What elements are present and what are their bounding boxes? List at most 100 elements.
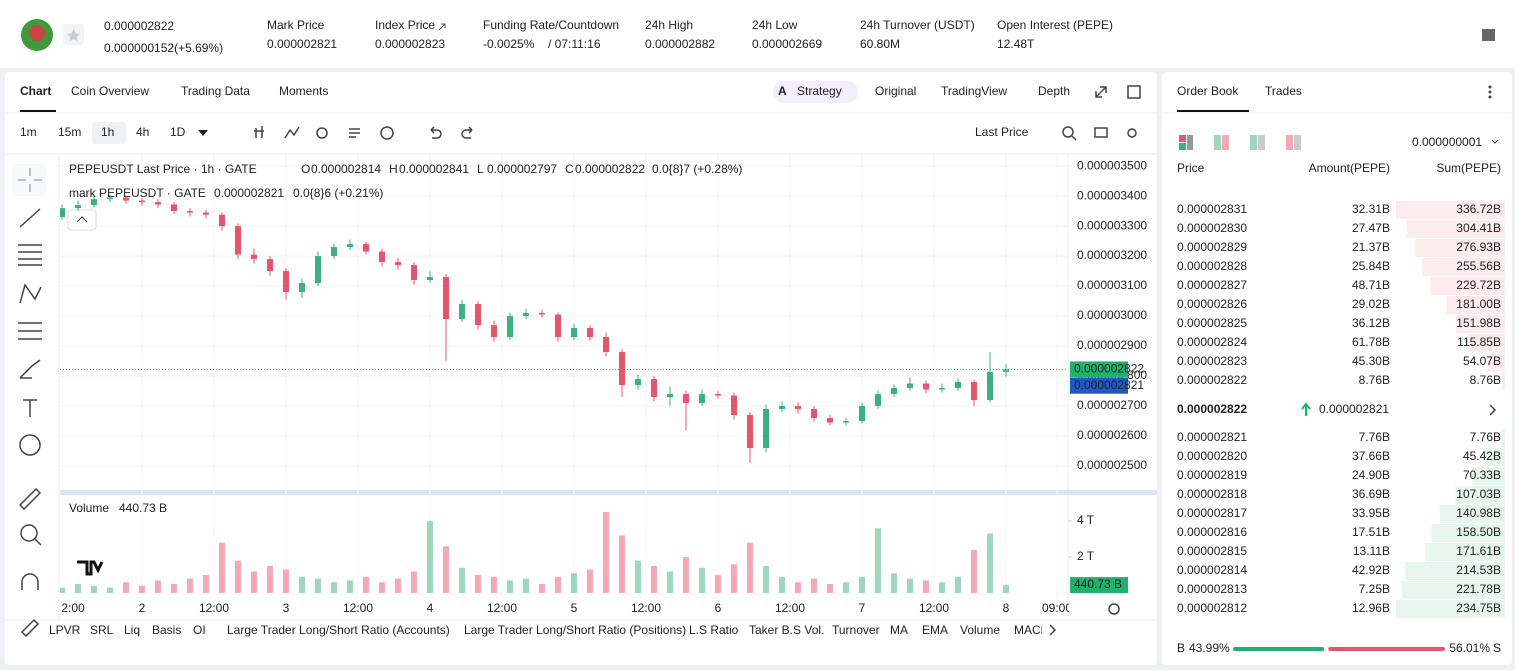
candle-body: [123, 197, 129, 201]
interval[interactable]: 1h: [101, 125, 114, 139]
candle-body: [443, 277, 449, 320]
book-icon[interactable]: [1482, 29, 1495, 41]
candle-body: [555, 314, 561, 338]
tv-logo: [77, 560, 104, 576]
book-tab[interactable]: Order Book: [1177, 84, 1239, 98]
depth-bar: [1502, 372, 1505, 390]
stat-label: Open Interest (PEPE): [997, 18, 1113, 32]
price-change: 0.000000152(+5.69%): [104, 41, 223, 55]
candle-body: [187, 211, 193, 213]
candle-body: [107, 197, 113, 200]
volume-bar: [603, 512, 609, 593]
volume-bar: [795, 582, 801, 593]
depth-bar: [1422, 258, 1505, 276]
tab[interactable]: Trading Data: [181, 84, 250, 98]
candle-body: [91, 199, 97, 206]
volume-tag-label: 440.73 B: [1074, 577, 1122, 591]
book-price: 0.000002824: [1177, 335, 1247, 349]
interval[interactable]: 1D: [170, 125, 186, 139]
book-price: 0.000002822: [1177, 373, 1247, 387]
volume-bar: [747, 542, 753, 593]
y-tick-label: 0.000002900: [1077, 338, 1147, 352]
book-sum: 7.76B: [1470, 430, 1501, 444]
book-mark: 0.000002821: [1319, 402, 1389, 416]
up-arrow: [1301, 402, 1311, 416]
book-sum: 140.98B: [1456, 506, 1501, 520]
volume-bar: [507, 580, 513, 593]
volume-bar: [283, 569, 289, 593]
indicator: L.S Ratio: [689, 623, 739, 637]
x-tick-label: 3: [283, 601, 290, 615]
book-amount: 17.51B: [1352, 525, 1390, 539]
buy-letter: B: [1177, 641, 1185, 655]
book-price: 0.000002812: [1177, 601, 1247, 615]
indicator: SRL: [90, 623, 114, 637]
book-amount: 13.11B: [1353, 544, 1390, 558]
interval[interactable]: 1m: [20, 125, 37, 139]
view-tab[interactable]: TradingView: [941, 84, 1007, 98]
sell-pct: 56.01%: [1449, 641, 1490, 655]
legend-key: O: [301, 162, 310, 176]
top-bar: [0, 0, 1515, 68]
candle-body: [395, 262, 401, 266]
depth-bar: [1467, 334, 1505, 352]
depth-bar: [1405, 562, 1505, 580]
indicator: LPVR: [49, 623, 81, 637]
stat-label: Funding Rate/Countdown: [483, 18, 619, 32]
book-amount: 24.90B: [1352, 468, 1390, 482]
interval[interactable]: 15m: [58, 125, 81, 139]
book-price: 0.000002828: [1177, 259, 1247, 273]
collapse-button[interactable]: [67, 209, 97, 231]
depth-bar: [1472, 467, 1505, 485]
candle-body: [315, 256, 321, 284]
tab[interactable]: Moments: [279, 84, 328, 98]
indicator: EMA: [922, 623, 948, 637]
candle-body: [987, 371, 993, 401]
volume-bar: [315, 578, 321, 593]
x-tick-label: 7: [859, 601, 866, 615]
candle-body: [731, 395, 737, 416]
book-price: 0.000002821: [1177, 430, 1247, 444]
candle-body: [891, 388, 897, 395]
volume-bar: [971, 549, 977, 593]
tab-underline: [20, 110, 56, 112]
price: 0.000002822: [104, 19, 174, 33]
book-price: 0.000002819: [1177, 468, 1247, 482]
mark-legend-value: 0.000002821: [214, 186, 284, 200]
candle-body: [507, 316, 513, 338]
book-amount: 25.84B: [1352, 259, 1390, 273]
book-price: 0.000002831: [1177, 202, 1247, 216]
precision: 0.000000001: [1412, 135, 1482, 149]
view-tab[interactable]: Depth: [1038, 84, 1070, 98]
y-tick-label: 0.000003400: [1077, 188, 1147, 202]
x-tick-label: 2: [139, 601, 146, 615]
strategy-pill[interactable]: [773, 81, 858, 103]
candle-body: [955, 382, 961, 389]
dropdown-caret[interactable]: [198, 130, 208, 136]
x-tick-label: 12:00: [919, 601, 949, 615]
book-amount: 33.95B: [1352, 506, 1390, 520]
depth-bar: [1402, 581, 1505, 599]
x-tick-label: 12:00: [199, 601, 229, 615]
volume-bar: [779, 576, 785, 593]
stat-label: 24h Turnover (USDT): [860, 18, 975, 32]
tab[interactable]: Chart: [20, 84, 51, 98]
book-tab[interactable]: Trades: [1265, 84, 1302, 98]
volume-bar: [571, 573, 577, 593]
indicator-bar: LPVR SRL Liq Basis OI Large Trader Long/Short…: [49, 623, 1042, 637]
mark-legend-title: mark PEPEUSDT · GATE: [69, 186, 206, 200]
interval[interactable]: 4h: [136, 125, 149, 139]
view-tab[interactable]: Strategy: [797, 84, 842, 98]
mark-price-label: 0.000002821: [1074, 378, 1144, 392]
book-amount: 8.76B: [1359, 373, 1390, 387]
candle-body: [347, 244, 353, 248]
tab[interactable]: Coin Overview: [71, 84, 149, 98]
col-header: Price: [1177, 161, 1205, 175]
candle-body: [923, 383, 929, 390]
book-price: 0.000002814: [1177, 563, 1247, 577]
volume-bar: [299, 576, 305, 593]
indicator: Turnover: [832, 623, 880, 637]
book-price: 0.000002825: [1177, 316, 1247, 330]
book-sum: 336.72B: [1456, 202, 1501, 216]
view-tab[interactable]: Original: [875, 84, 916, 98]
